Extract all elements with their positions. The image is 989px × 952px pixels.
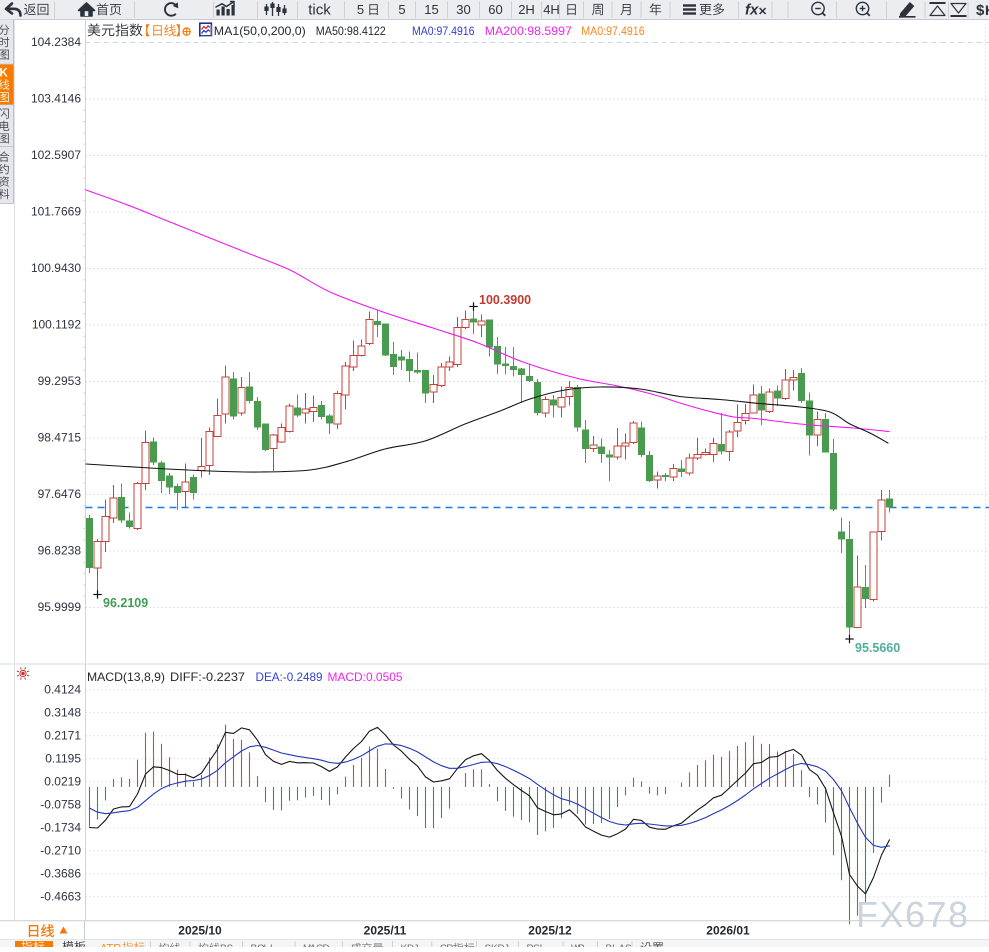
svg-text:0.4124: 0.4124 — [44, 682, 81, 696]
svg-text:2H: 2H — [518, 2, 535, 17]
svg-text:K: K — [985, 2, 989, 18]
svg-text:103.4146: 103.4146 — [31, 92, 81, 106]
svg-text:-0.0758: -0.0758 — [40, 797, 81, 811]
svg-text:tick: tick — [308, 2, 331, 19]
svg-text:2025/11: 2025/11 — [364, 924, 407, 938]
svg-text:S: S — [625, 944, 632, 948]
svg-text:R: R — [446, 944, 453, 948]
svg-text:I: I — [540, 944, 543, 948]
svg-text:R: R — [578, 944, 585, 948]
svg-text:L: L — [270, 944, 276, 948]
svg-text:60: 60 — [488, 2, 502, 17]
svg-text:-0.3686: -0.3686 — [40, 866, 81, 880]
svg-text:J: J — [414, 944, 419, 948]
svg-text:96.8238: 96.8238 — [38, 544, 82, 558]
svg-text:MA0:97.4916: MA0:97.4916 — [581, 24, 645, 38]
svg-text:-0.1734: -0.1734 — [40, 820, 81, 834]
svg-text:-0.4663: -0.4663 — [40, 889, 81, 903]
svg-text:95.9999: 95.9999 — [38, 600, 82, 614]
svg-text:99.2953: 99.2953 — [38, 374, 82, 388]
svg-text:✕: ✕ — [758, 6, 767, 18]
svg-text:96.2109: 96.2109 — [103, 596, 148, 610]
svg-text:102.5907: 102.5907 — [31, 148, 81, 162]
svg-text:MA1(50,0,200,0): MA1(50,0,200,0) — [214, 24, 306, 38]
svg-text:fx: fx — [745, 2, 759, 19]
svg-text:MACD(13,8,9): MACD(13,8,9) — [87, 670, 165, 684]
svg-text:98.4715: 98.4715 — [38, 431, 82, 445]
svg-text:D: D — [323, 944, 330, 948]
svg-text:100.3900: 100.3900 — [479, 293, 531, 307]
svg-text:FX678: FX678 — [856, 894, 970, 935]
svg-text:L: L — [264, 944, 270, 948]
svg-text:-0.2710: -0.2710 — [40, 843, 81, 857]
svg-text:MACD:0.0505: MACD:0.0505 — [328, 670, 403, 684]
svg-text:15: 15 — [424, 2, 438, 17]
svg-text:MA50:98.4122: MA50:98.4122 — [316, 24, 386, 38]
svg-text:97.6476: 97.6476 — [38, 487, 82, 501]
svg-text:DIFF:-0.2237: DIFF:-0.2237 — [170, 670, 245, 684]
svg-text:2025/10: 2025/10 — [178, 924, 222, 938]
svg-text:K: K — [0, 67, 9, 79]
svg-text:2026/01: 2026/01 — [706, 924, 750, 938]
svg-text:0.1195: 0.1195 — [45, 751, 81, 765]
svg-text:MA200:98.5997: MA200:98.5997 — [485, 24, 572, 38]
svg-text:0.3148: 0.3148 — [44, 705, 81, 719]
svg-text:0.2171: 0.2171 — [44, 728, 81, 742]
svg-text:I: I — [612, 944, 615, 948]
svg-text:4H: 4H — [543, 2, 560, 17]
svg-text:100.9430: 100.9430 — [31, 261, 81, 275]
svg-text:0.0219: 0.0219 — [44, 774, 81, 788]
svg-text:30: 30 — [456, 2, 470, 17]
svg-text:DEA:-0.2489: DEA:-0.2489 — [256, 670, 323, 684]
svg-text:$: $ — [976, 2, 985, 19]
svg-text:J: J — [504, 944, 509, 948]
svg-text:95.5660: 95.5660 — [855, 641, 900, 655]
svg-text:100.1192: 100.1192 — [32, 318, 81, 332]
svg-text:2025/12: 2025/12 — [528, 924, 572, 938]
svg-text:MA0:97.4916: MA0:97.4916 — [412, 24, 475, 38]
svg-text:ATR: ATR — [100, 943, 121, 948]
svg-text:5: 5 — [398, 2, 405, 17]
svg-text:101.7669: 101.7669 — [31, 205, 81, 219]
svg-text:104.2384: 104.2384 — [31, 35, 81, 49]
svg-text:5: 5 — [357, 2, 364, 17]
svg-text:S: S — [227, 944, 234, 948]
